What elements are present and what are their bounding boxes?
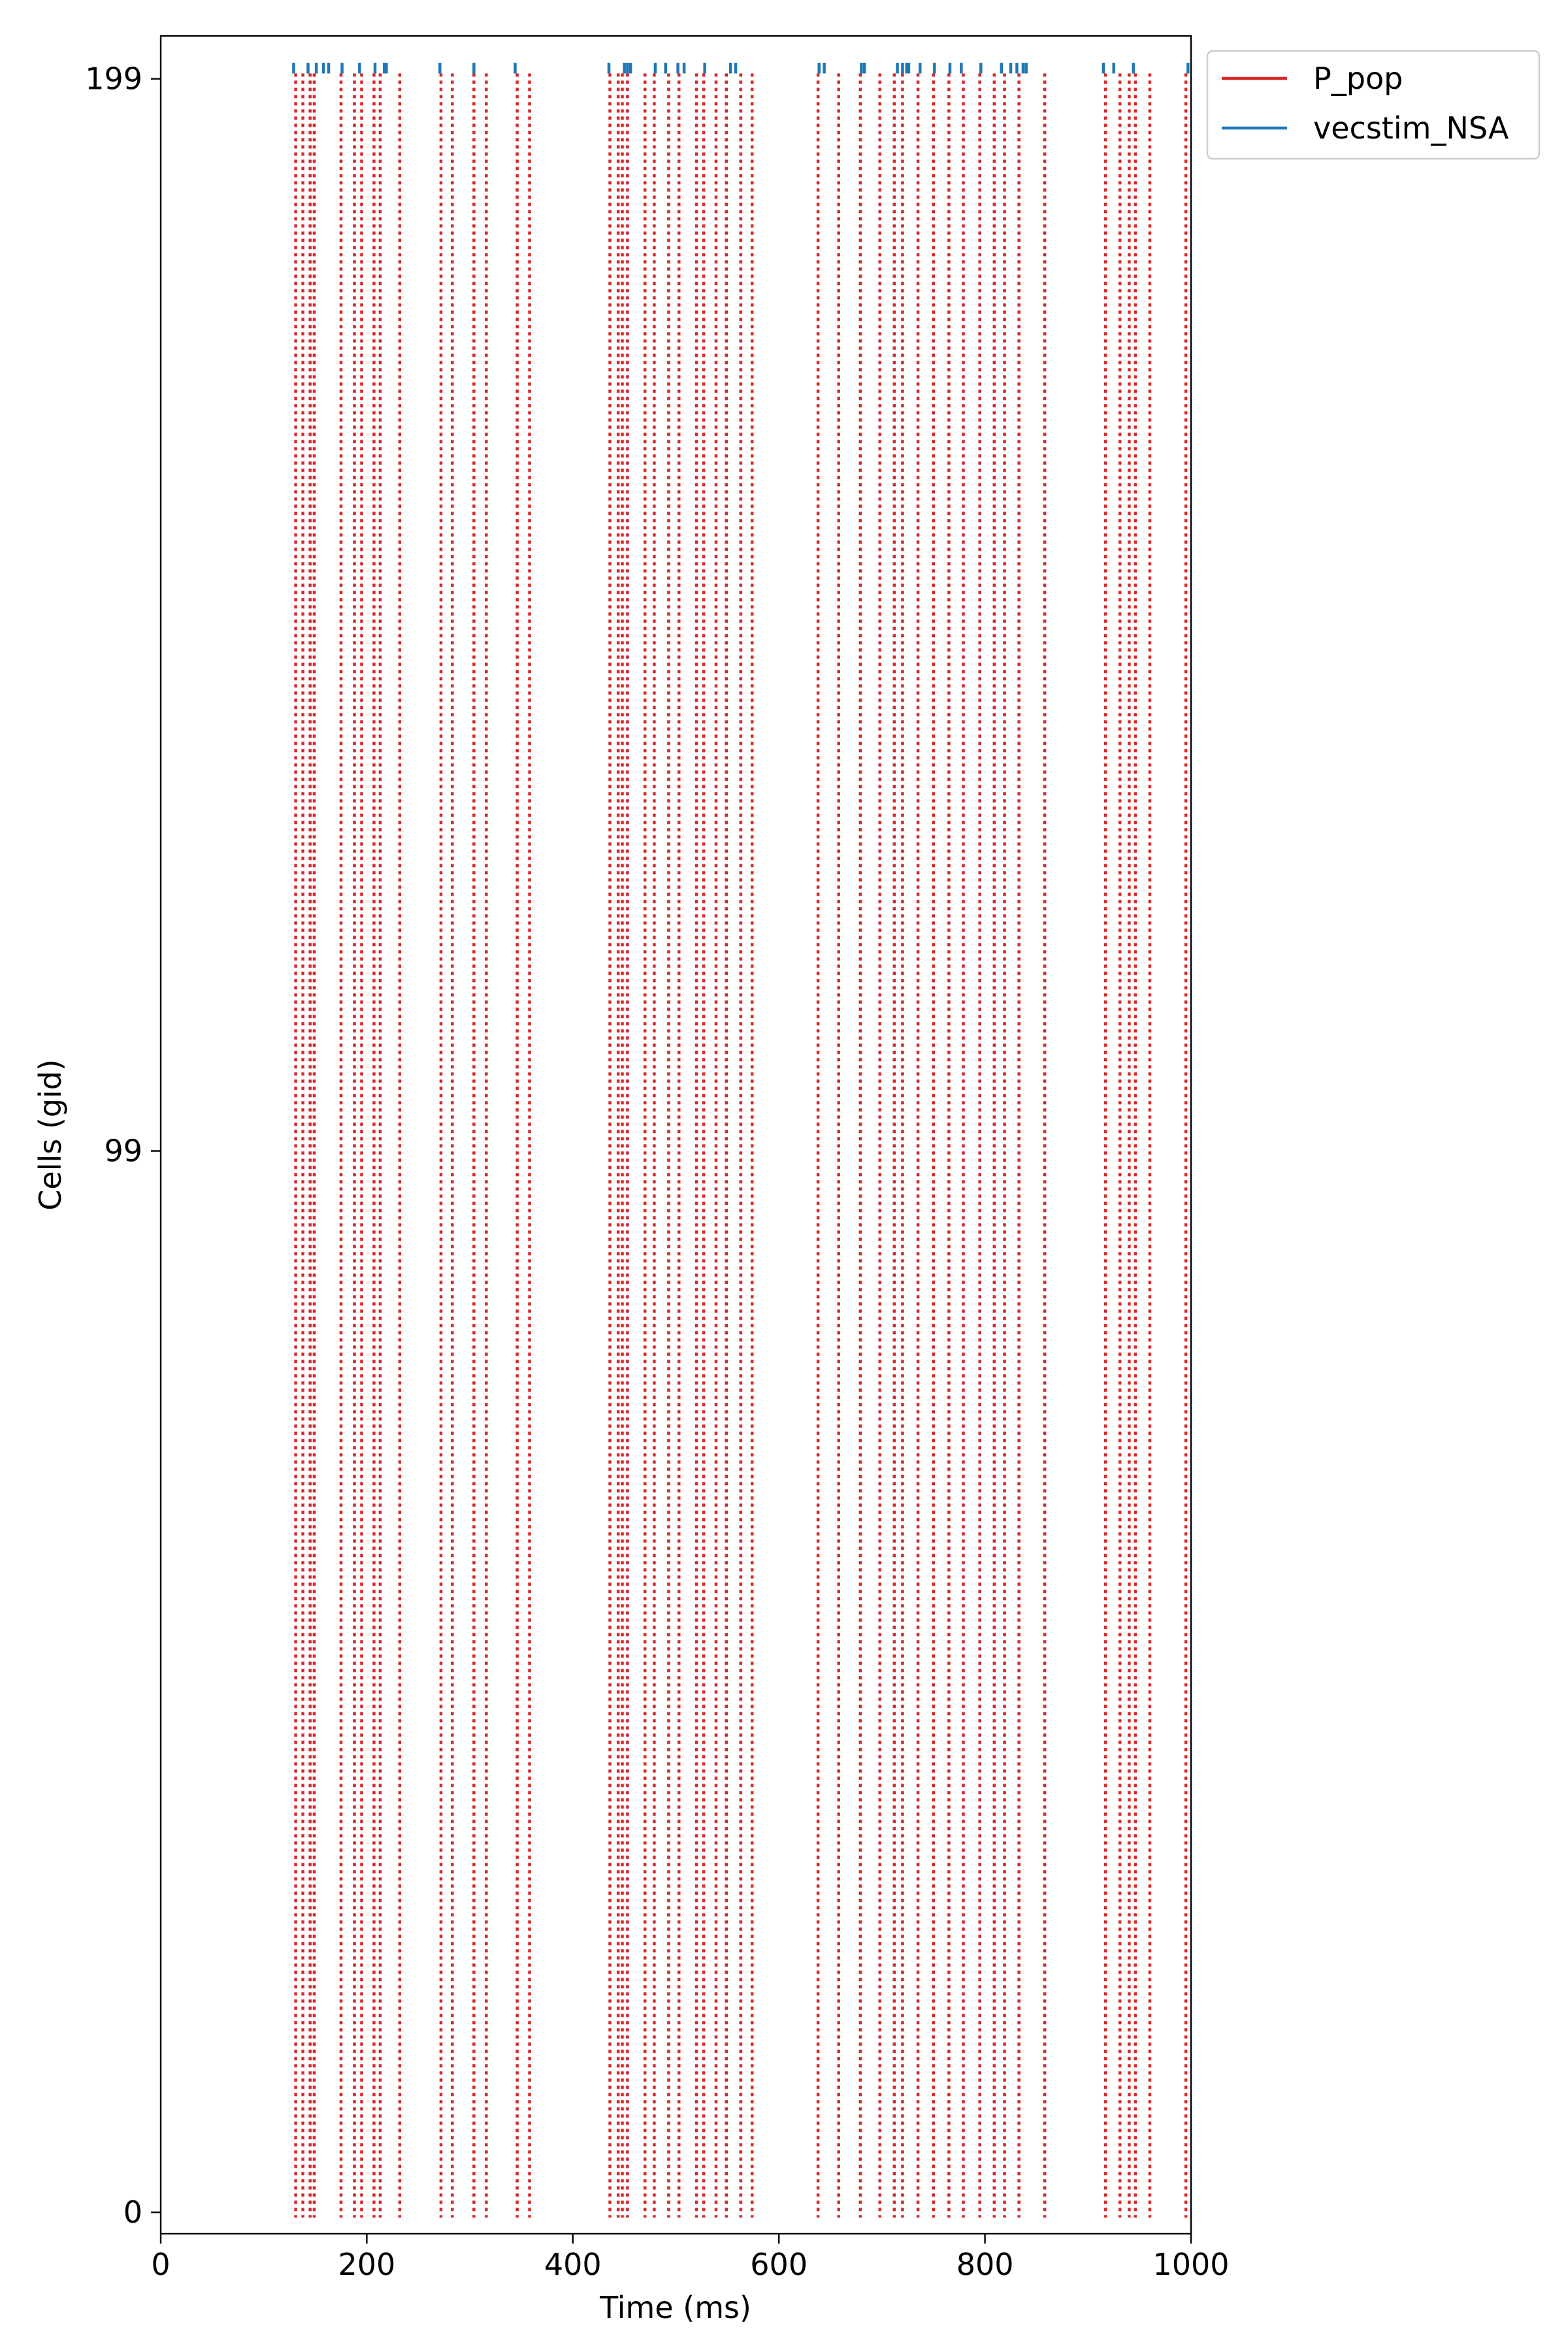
plot-frame xyxy=(159,35,1192,2235)
legend-box xyxy=(1206,50,1541,160)
x-axis-label: Time (ms) xyxy=(599,2290,751,2325)
x-tick-label: 600 xyxy=(750,2247,808,2282)
series-P_pop xyxy=(294,73,1188,2218)
y-tick-label: 0 xyxy=(123,2195,142,2230)
x-tick-label: 200 xyxy=(338,2247,395,2282)
series-vecstim_NSA xyxy=(292,63,1190,74)
legend-label: P_pop xyxy=(1313,61,1403,96)
x-tick-label: 0 xyxy=(151,2247,170,2282)
y-axis-ticks: 0 99 199 xyxy=(85,61,161,2230)
y-axis-label: Cells (gid) xyxy=(33,1059,68,1211)
legend-label: vecstim_NSA xyxy=(1313,110,1509,146)
x-tick-label: 400 xyxy=(544,2247,602,2282)
x-axis-ticks: 0 200 400 600 800 1000 xyxy=(151,2234,1230,2282)
y-tick-label: 99 xyxy=(104,1134,142,1169)
legend: P_pop vecstim_NSA xyxy=(1206,50,1541,160)
y-tick-label: 199 xyxy=(85,61,142,97)
x-tick-label: 800 xyxy=(956,2247,1014,2282)
x-tick-label: 1000 xyxy=(1152,2247,1229,2282)
spike-marks xyxy=(292,63,1190,2218)
